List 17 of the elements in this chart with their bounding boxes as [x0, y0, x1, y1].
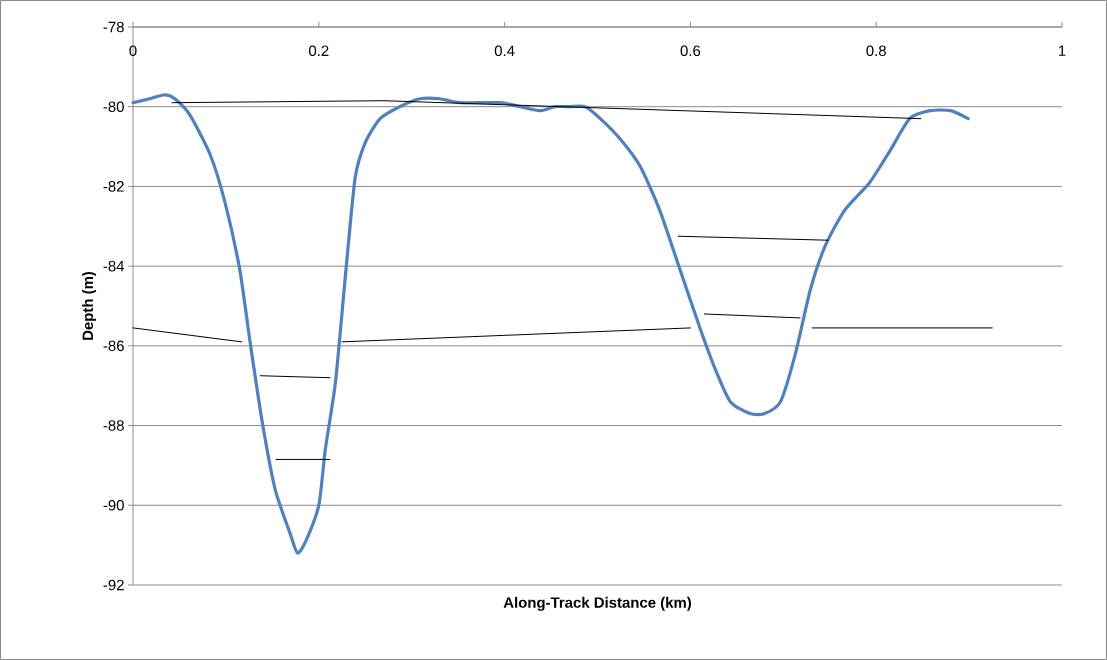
x-tick-label: 0.6: [680, 45, 701, 57]
y-tick-label: -90: [103, 499, 124, 511]
x-tick-label: 0.8: [866, 45, 886, 57]
x-tick-label: 0: [129, 45, 137, 57]
y-tick-label: -80: [103, 101, 124, 112]
x-tick-label: 0.2: [309, 45, 329, 57]
x-tick-label: 0.4: [494, 45, 515, 57]
y-tick-label: -82: [103, 181, 124, 192]
y-tick-label: -86: [103, 340, 124, 352]
x-axis-title: Along-Track Distance (km): [503, 596, 691, 611]
y-tick-label: -84: [103, 260, 125, 272]
y-tick-label: -92: [103, 579, 124, 591]
line-series: [131, 93, 970, 555]
x-tick-label: 1: [1059, 45, 1066, 56]
y-tick-label: -88: [103, 420, 124, 431]
y-axis-title: Depth (m): [82, 271, 97, 340]
y-tick-label: -78: [103, 21, 124, 33]
